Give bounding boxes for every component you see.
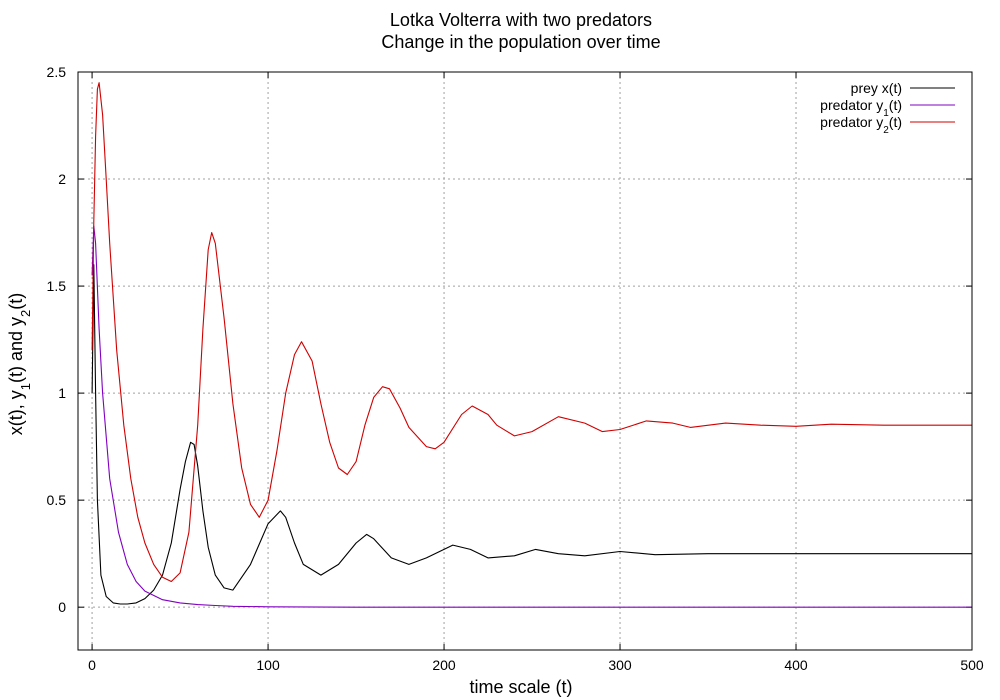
y-tick-label: 1.5 [47, 278, 67, 294]
plot-frame [77, 71, 973, 651]
series-line-1 [91, 264, 972, 605]
series-lines [91, 82, 972, 608]
x-tick-labels: 0 100 200 300 400 500 [88, 657, 984, 673]
x-tick-label: 300 [608, 657, 632, 673]
y-tick-label: 0 [58, 599, 66, 615]
series-line-2 [91, 225, 972, 608]
x-tick-label: 100 [256, 657, 280, 673]
x-tick-label: 400 [784, 657, 808, 673]
legend: prey x(t)predator y1(t)predator y2(t) [820, 80, 955, 136]
y-tick-label: 1 [58, 385, 66, 401]
x-axis-label: time scale (t) [469, 677, 572, 697]
x-tick-label: 0 [88, 657, 96, 673]
chart-title: Lotka Volterra with two predators [390, 10, 652, 30]
y-tick-label: 0.5 [47, 492, 67, 508]
legend-label: predator y2(t) [820, 114, 902, 136]
legend-label: prey x(t) [851, 80, 902, 96]
series-line-3 [91, 82, 972, 583]
legend-label: predator y1(t) [820, 97, 902, 119]
y-tick-label: 2 [58, 171, 66, 187]
x-tick-label: 500 [960, 657, 984, 673]
x-tick-label: 200 [432, 657, 456, 673]
y-axis-label: x(t), y1(t) and y2(t) [6, 293, 33, 436]
y-tick-labels: 0 0.5 1 1.5 2 2.5 [47, 64, 67, 615]
chart-subtitle: Change in the population over time [381, 32, 660, 52]
y-tick-label: 2.5 [47, 64, 67, 80]
